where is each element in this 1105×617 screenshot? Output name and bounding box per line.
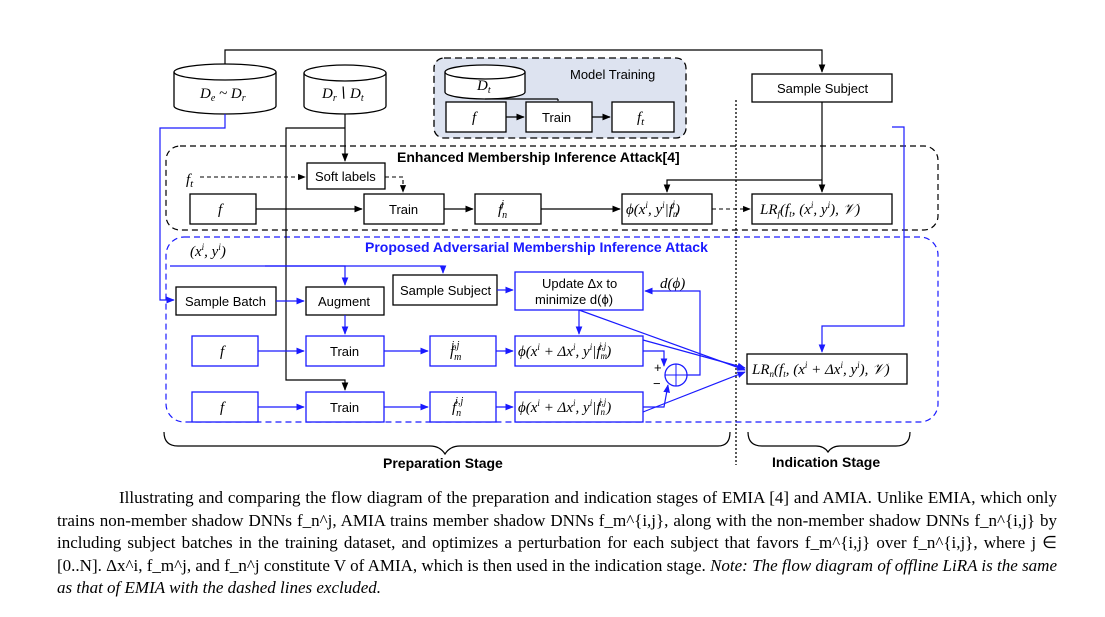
mt-ft-label: ft (637, 110, 645, 128)
mt-train-label: Train (542, 110, 571, 125)
black-connectors (224, 49, 826, 391)
emia-train-box (363, 193, 445, 225)
svg-text:Dt: Dt (476, 78, 491, 96)
mt-f-box (445, 101, 507, 133)
amia-f2-box (191, 391, 259, 423)
xy-input: (xi, yi) (190, 242, 226, 260)
emia-ft-input: ft (186, 172, 194, 190)
flow-diagram: Model Training De ~ Dr Dr∖ Dt Dt f Train… (159, 49, 939, 471)
emia-f-box (189, 193, 257, 225)
update-box (514, 271, 644, 311)
amia-train1-label: Train (330, 344, 359, 359)
amia-train2-label: Train (330, 400, 359, 415)
amia-train1-box (305, 335, 385, 367)
prep-stage-label: Preparation Stage (383, 455, 503, 471)
caption-text: Illustrating and comparing the flow diag… (57, 488, 1057, 575)
update-label-1: Update Δx to (542, 276, 617, 291)
sample-subject-mid-label: Sample Subject (400, 283, 491, 298)
amia-phi-m-label: ϕ(xi + Δxi, yi|fmi,j) (518, 341, 611, 361)
augment-label: Augment (318, 294, 370, 309)
dashed-connectors (200, 173, 751, 213)
emia-lr-label: LRf(ft, (xi, yi), 𝒱) (759, 200, 860, 219)
soft-labels-box (306, 162, 386, 190)
soft-labels-label: Soft labels (315, 169, 376, 184)
model-training-title: Model Training (570, 67, 655, 82)
figure-caption: Illustrating and comparing the flow diag… (57, 487, 1057, 600)
ind-stage-label: Indication Stage (772, 454, 880, 470)
amia-lr-box (746, 353, 908, 385)
augment-box (305, 286, 385, 316)
emia-fnj-label: fnj (498, 199, 507, 221)
amia-title: Proposed Adversarial Membership Inferenc… (365, 239, 708, 255)
amia-phi-n-label: ϕ(xi + Δxi, yi|fni,j) (518, 397, 611, 417)
sample-subject-mid-box (392, 274, 498, 306)
amia-f2-label: f (220, 400, 226, 416)
mt-f-label: f (472, 110, 478, 126)
mt-ft-box (611, 101, 675, 133)
emia-train-label: Train (389, 202, 418, 217)
sum-plus-label: + (654, 360, 662, 375)
prep-brace (163, 431, 731, 456)
emia-group (165, 145, 939, 231)
emia-f-label: f (218, 202, 224, 218)
amia-fn-label: fni,j (452, 396, 463, 419)
emia-phi-label: ϕ(xi, yi|fnj) (626, 199, 680, 219)
sum-minus-label: − (653, 376, 661, 391)
amia-fn-box (429, 391, 497, 423)
db-dr-dt: Dr∖ Dt (303, 64, 387, 115)
amia-f1-label: f (220, 344, 226, 360)
emia-lr-box (751, 193, 893, 225)
ind-brace (747, 431, 911, 454)
emia-fnj-box (474, 193, 542, 225)
amia-fm-label: fmi,j (450, 340, 461, 363)
amia-f1-box (191, 335, 259, 367)
emia-title: Enhanced Membership Inference Attack[4] (397, 149, 680, 165)
amia-phi-m-box (514, 335, 644, 367)
amia-lr-label: LRn(ft, (xi + Δxi, yi), 𝒱) (751, 360, 890, 379)
d-phi-label: d(ϕ) (660, 276, 685, 292)
sample-subject-top-label: Sample Subject (777, 81, 868, 96)
caption-note: Note: The flow diagram of offline LiRA i… (57, 555, 1058, 598)
db-de-dr: De ~ Dr (173, 63, 277, 115)
svg-text:Dr∖ Dt: Dr∖ Dt (321, 86, 364, 104)
svg-text:De ~ Dr: De ~ Dr (199, 86, 246, 104)
blue-connectors (159, 114, 905, 413)
sample-batch-label: Sample Batch (185, 294, 266, 309)
update-label-2: minimize d(ϕ) (535, 292, 613, 307)
amia-fm-box (429, 335, 497, 367)
db-dt: Dt (444, 64, 526, 100)
emia-phi-box (621, 193, 713, 225)
